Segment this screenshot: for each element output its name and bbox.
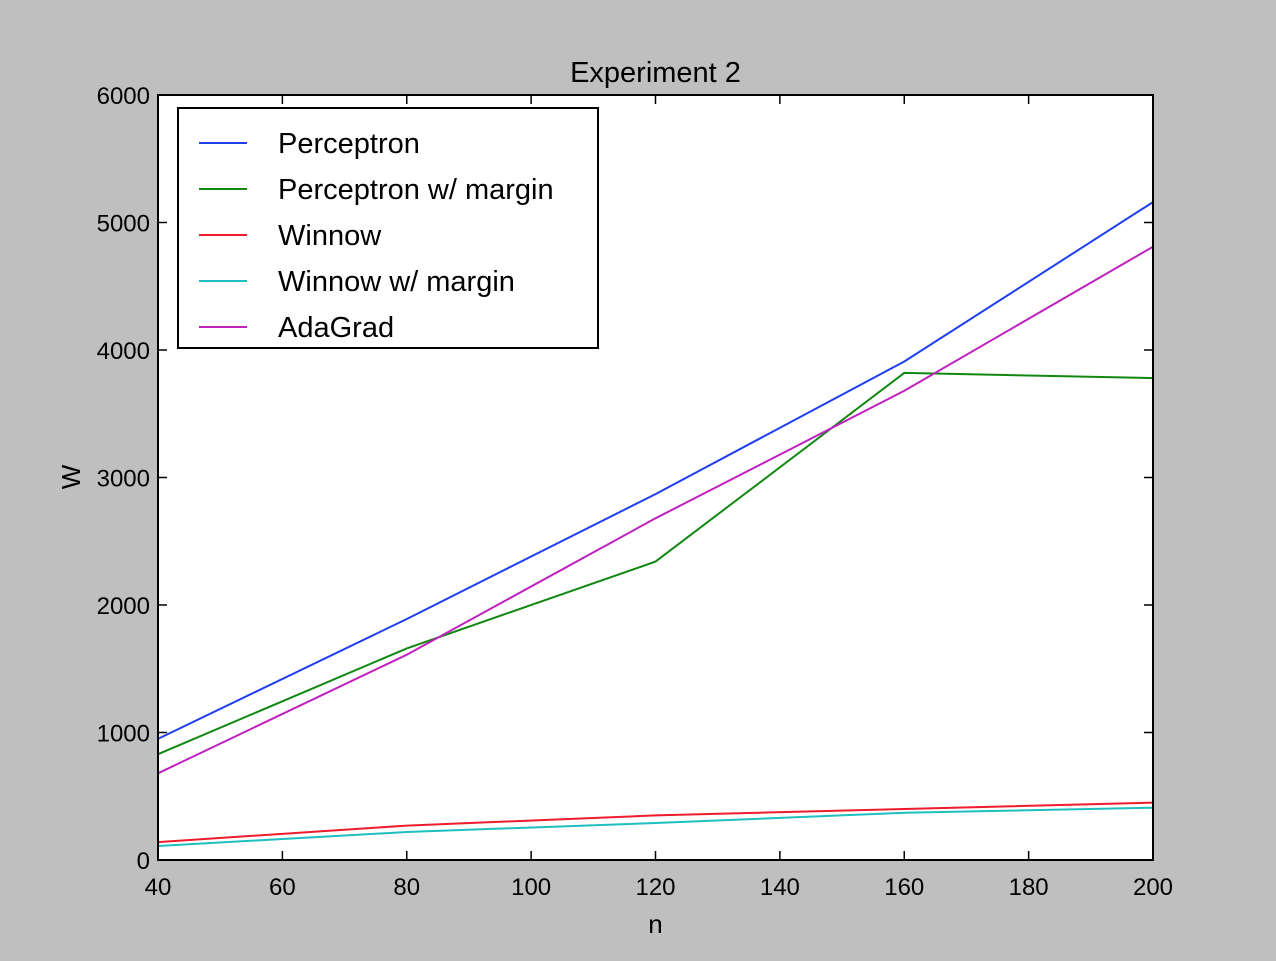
y-tick-label: 4000: [97, 338, 150, 365]
x-tick-label: 60: [269, 874, 296, 901]
series-layer: [157, 201, 1154, 847]
y-tick-label: 3000: [97, 466, 150, 493]
x-tick-label: 180: [1009, 874, 1049, 901]
legend-label-0: Perceptron: [278, 128, 420, 160]
x-tick-label: 200: [1133, 874, 1173, 901]
chart-title: Experiment 2: [570, 57, 741, 89]
legend-entry: Perceptron: [199, 128, 420, 160]
y-tick-label: 5000: [97, 211, 150, 238]
legend-label-2: Winnow: [278, 220, 382, 252]
legend-label-4: AdaGrad: [278, 312, 394, 344]
legend-frame: [177, 107, 599, 349]
x-tick-label: 120: [635, 874, 675, 901]
series-line-3: [157, 806, 1154, 847]
x-tick-label: 100: [511, 874, 551, 901]
legend: Perceptron Perceptron w/ margin Winnow Winn…: [177, 107, 599, 349]
legend-label-1: Perceptron w/ margin: [278, 174, 554, 206]
x-tick-label: 140: [760, 874, 800, 901]
legend-entry: Winnow w/ margin: [199, 266, 515, 298]
y-tick-label: 2000: [97, 593, 150, 620]
x-tick-label: 40: [145, 874, 172, 901]
legend-entries: Perceptron Perceptron w/ margin Winnow Winn…: [199, 128, 554, 344]
y-tick-label: 0: [137, 848, 150, 875]
y-tick-label: 6000: [97, 83, 150, 110]
legend-label-3: Winnow w/ margin: [278, 266, 515, 298]
legend-entry: AdaGrad: [199, 312, 394, 344]
legend-entry: Winnow: [199, 220, 382, 252]
x-tick-label: 160: [884, 874, 924, 901]
x-axis-label: n: [648, 909, 662, 939]
y-axis-label: W: [56, 464, 86, 489]
series-line-4: [157, 245, 1154, 775]
plot-frame: [157, 94, 1154, 861]
series-line-2: [157, 801, 1154, 844]
ticks-layer: 40 60 80 100 120 140 160 180 2000100020003000400…: [97, 83, 1173, 901]
series-line-1: [157, 371, 1154, 756]
legend-entry: Perceptron w/ margin: [199, 174, 554, 206]
series-line-0: [157, 201, 1154, 740]
x-tick-label: 80: [393, 874, 420, 901]
y-tick-label: 1000: [97, 721, 150, 748]
